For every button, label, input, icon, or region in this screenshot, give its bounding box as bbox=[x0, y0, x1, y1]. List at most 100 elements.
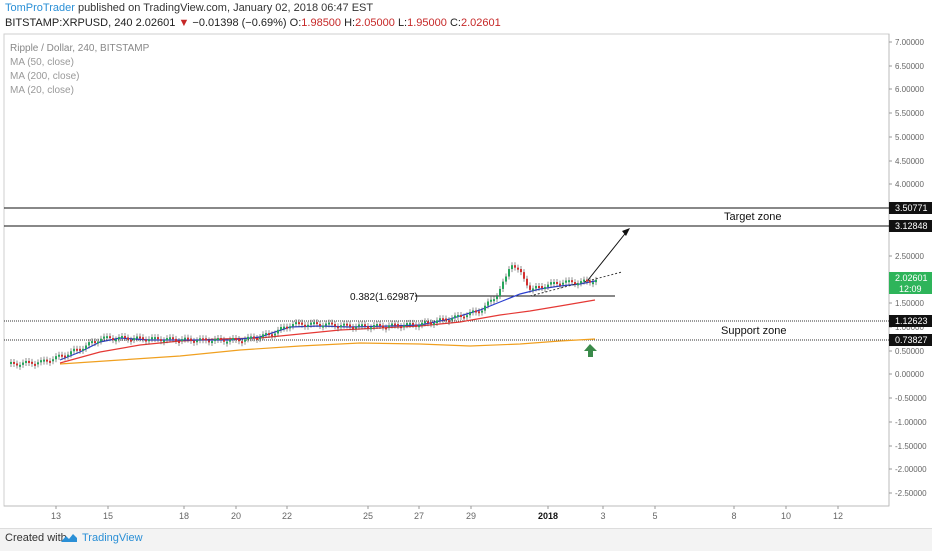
candle bbox=[328, 322, 330, 325]
candle bbox=[235, 338, 237, 341]
price-tick-label: -1.50000 bbox=[895, 442, 927, 451]
candle bbox=[526, 278, 528, 286]
candle bbox=[286, 326, 288, 329]
candle bbox=[538, 286, 540, 289]
candle bbox=[400, 326, 402, 329]
time-tick-label: 29 bbox=[466, 511, 476, 521]
candle bbox=[382, 325, 384, 328]
legend-ma20[interactable]: MA (20, close) bbox=[10, 85, 74, 96]
candle bbox=[295, 322, 297, 325]
candle bbox=[505, 276, 507, 282]
candle bbox=[322, 325, 324, 328]
candle bbox=[415, 324, 417, 327]
tradingview-link[interactable]: TradingView bbox=[82, 532, 143, 544]
close-value: 2.02601 bbox=[460, 17, 501, 29]
candle bbox=[160, 339, 162, 342]
candle bbox=[100, 338, 102, 342]
support-zone-label: Support zone bbox=[721, 325, 786, 337]
candle bbox=[376, 324, 378, 327]
candle bbox=[130, 339, 132, 342]
candle bbox=[445, 318, 447, 321]
time-tick-label: 12 bbox=[833, 511, 843, 521]
candle bbox=[565, 280, 567, 283]
candle bbox=[157, 337, 159, 340]
open-label: O: bbox=[289, 17, 302, 29]
legend-ma50[interactable]: MA (50, close) bbox=[10, 57, 74, 68]
candle bbox=[310, 322, 312, 325]
price-tick-label: 2.50000 bbox=[895, 252, 924, 261]
created-with-label: Created with bbox=[5, 532, 67, 544]
candle bbox=[19, 364, 21, 367]
candle bbox=[229, 339, 231, 342]
candle bbox=[115, 339, 117, 342]
legend-title: Ripple / Dollar, 240, BITSTAMP bbox=[10, 43, 150, 54]
time-tick-label: 10 bbox=[781, 511, 791, 521]
price-tick-label: -2.50000 bbox=[895, 489, 927, 498]
price-tick-label: -0.50000 bbox=[895, 394, 927, 403]
price-tick-label: 6.50000 bbox=[895, 62, 924, 71]
tradingview-logo-icon[interactable] bbox=[60, 531, 78, 545]
candle bbox=[490, 299, 492, 302]
price-tick-label: 6.00000 bbox=[895, 85, 924, 94]
price-axis[interactable]: 7.00000 6.50000 6.00000 5.50000 5.00000 4.500… bbox=[889, 38, 927, 498]
time-tick-label: 3 bbox=[600, 511, 605, 521]
down-arrow-icon: ▼ bbox=[178, 17, 190, 29]
candle bbox=[136, 336, 138, 339]
candle bbox=[118, 337, 120, 340]
candle bbox=[58, 354, 60, 357]
candle bbox=[259, 337, 261, 340]
last-price-badge bbox=[889, 272, 932, 294]
target-arrow-line[interactable] bbox=[587, 229, 629, 281]
price-tick-label: 7.00000 bbox=[895, 38, 924, 47]
author-link[interactable]: TomProTrader bbox=[5, 2, 75, 14]
ma200-line[interactable] bbox=[59, 338, 596, 365]
candle bbox=[127, 337, 129, 340]
candle bbox=[409, 322, 411, 325]
candle bbox=[256, 337, 258, 340]
candle bbox=[394, 323, 396, 326]
candle bbox=[166, 338, 168, 341]
candle bbox=[562, 282, 564, 285]
candle bbox=[46, 359, 48, 362]
candle bbox=[454, 315, 456, 319]
level-top-label: 3.50771 bbox=[895, 203, 928, 213]
close-label: C: bbox=[449, 17, 461, 29]
candle bbox=[79, 348, 81, 351]
ma50-line[interactable] bbox=[59, 299, 596, 364]
candle bbox=[43, 359, 45, 362]
candle bbox=[22, 362, 24, 365]
price-tick-label: 1.50000 bbox=[895, 299, 924, 308]
price-tick-label: 0.50000 bbox=[895, 347, 924, 356]
fib-label: 0.382(1.62987) bbox=[350, 292, 418, 303]
candle bbox=[448, 320, 450, 323]
candle bbox=[520, 269, 522, 273]
price-tick-label: 1.00000 bbox=[895, 323, 924, 332]
candle bbox=[337, 326, 339, 329]
candle bbox=[421, 322, 423, 326]
candle bbox=[103, 336, 105, 339]
candle bbox=[496, 296, 498, 300]
last-price-label: 2.02601 bbox=[895, 273, 928, 283]
candle bbox=[367, 326, 369, 329]
candle bbox=[241, 341, 243, 344]
candle bbox=[13, 361, 15, 364]
candle bbox=[217, 338, 219, 341]
candle bbox=[511, 265, 513, 270]
candle bbox=[553, 282, 555, 285]
candle bbox=[457, 315, 459, 318]
time-axis[interactable]: 13 15 18 20 22 25 27 29 2018 3 5 8 10 12 bbox=[51, 506, 843, 521]
candle bbox=[220, 338, 222, 341]
candle bbox=[265, 333, 267, 336]
price-chart[interactable]: Ripple / Dollar, 240, BITSTAMP MA (50, c… bbox=[0, 0, 932, 528]
legend-ma200[interactable]: MA (200, close) bbox=[10, 71, 79, 82]
candle bbox=[547, 284, 549, 288]
support-top-badge bbox=[889, 315, 932, 327]
candle bbox=[304, 324, 306, 327]
candle bbox=[250, 336, 252, 339]
candle bbox=[289, 326, 291, 329]
price-tick-label: 5.50000 bbox=[895, 109, 924, 118]
candle bbox=[577, 283, 579, 286]
candle bbox=[232, 338, 234, 341]
candle bbox=[325, 323, 327, 326]
candle bbox=[535, 286, 537, 289]
